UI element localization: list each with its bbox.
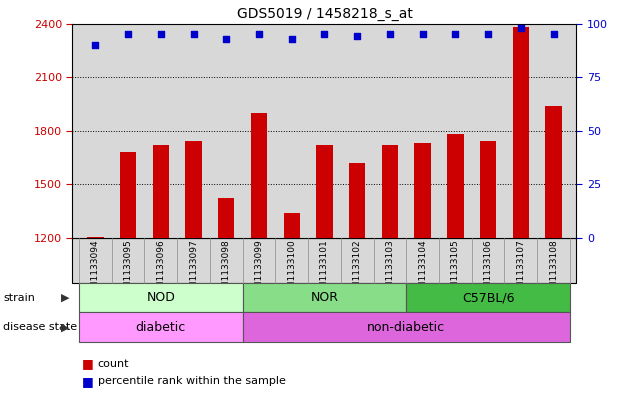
Text: disease state: disease state bbox=[3, 322, 77, 332]
Bar bbox=[349, 163, 365, 238]
Bar bbox=[120, 152, 136, 238]
Text: percentile rank within the sample: percentile rank within the sample bbox=[98, 376, 285, 386]
Text: ▶: ▶ bbox=[61, 293, 69, 303]
Point bbox=[549, 31, 559, 37]
Point bbox=[450, 31, 461, 37]
Point bbox=[483, 31, 493, 37]
Bar bbox=[152, 145, 169, 238]
Point bbox=[385, 31, 395, 37]
Text: ■: ■ bbox=[82, 357, 94, 370]
Bar bbox=[447, 134, 464, 238]
Bar bbox=[87, 237, 103, 238]
Text: ■: ■ bbox=[82, 375, 94, 388]
Text: ▶: ▶ bbox=[61, 322, 69, 332]
Text: NOR: NOR bbox=[311, 291, 338, 304]
Text: C57BL/6: C57BL/6 bbox=[462, 291, 514, 304]
Bar bbox=[480, 141, 496, 238]
Point bbox=[516, 25, 526, 31]
Point bbox=[352, 33, 362, 40]
Point bbox=[287, 35, 297, 42]
Bar bbox=[316, 145, 333, 238]
Bar bbox=[513, 27, 529, 238]
Point bbox=[418, 31, 428, 37]
Bar bbox=[185, 141, 202, 238]
Bar bbox=[251, 113, 267, 238]
Text: count: count bbox=[98, 358, 129, 369]
Bar bbox=[415, 143, 431, 238]
Point bbox=[188, 31, 198, 37]
Text: NOD: NOD bbox=[146, 291, 175, 304]
Point bbox=[90, 42, 100, 48]
Title: GDS5019 / 1458218_s_at: GDS5019 / 1458218_s_at bbox=[236, 7, 413, 21]
Text: diabetic: diabetic bbox=[135, 321, 186, 334]
Bar bbox=[546, 106, 562, 238]
Text: strain: strain bbox=[3, 293, 35, 303]
Bar bbox=[284, 213, 300, 238]
Bar bbox=[382, 145, 398, 238]
Point bbox=[221, 35, 231, 42]
Point bbox=[156, 31, 166, 37]
Point bbox=[319, 31, 329, 37]
Point bbox=[254, 31, 264, 37]
Bar bbox=[218, 198, 234, 238]
Point bbox=[123, 31, 133, 37]
Text: non-diabetic: non-diabetic bbox=[367, 321, 445, 334]
